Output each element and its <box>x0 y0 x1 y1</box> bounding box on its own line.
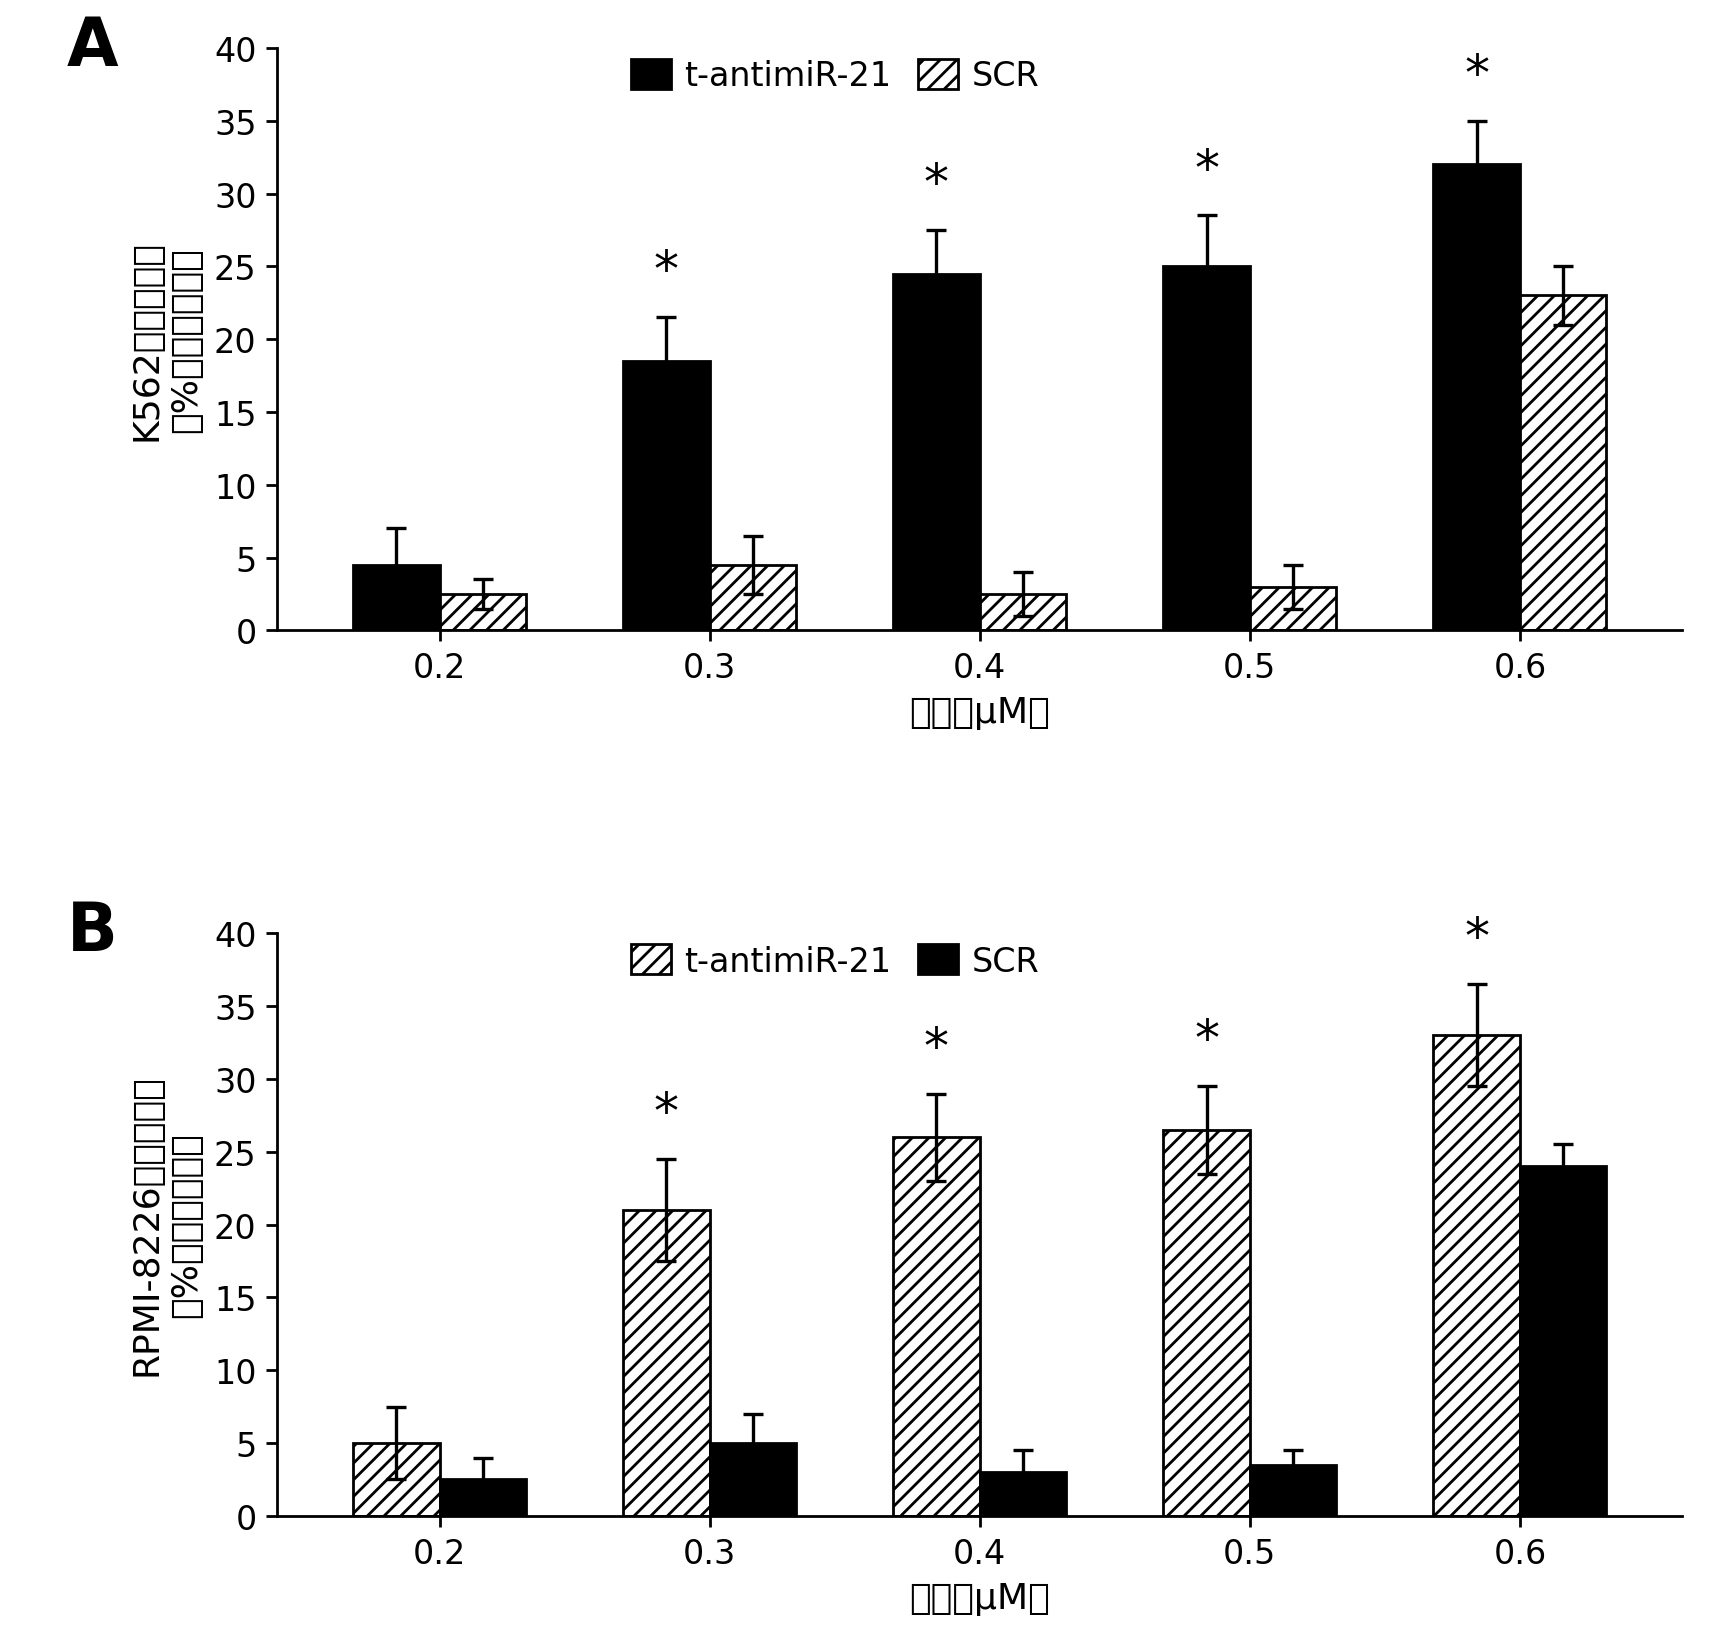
Text: *: * <box>1195 147 1219 194</box>
Bar <box>1521 297 1606 631</box>
Bar <box>709 566 796 631</box>
Text: A: A <box>68 15 118 80</box>
Legend: t-antimiR-21, SCR: t-antimiR-21, SCR <box>631 60 1039 93</box>
Text: *: * <box>654 1089 680 1138</box>
Bar <box>893 1138 980 1516</box>
Bar <box>1164 267 1250 631</box>
Bar <box>980 1472 1066 1516</box>
Text: *: * <box>1195 1017 1219 1064</box>
Y-axis label: K562细胞抑制率
（%，空白对照）: K562细胞抑制率 （%，空白对照） <box>130 240 203 440</box>
Text: *: * <box>924 1024 948 1073</box>
Text: *: * <box>654 248 680 297</box>
X-axis label: 浓度（μM）: 浓度（μM） <box>909 1581 1051 1615</box>
Bar <box>709 1443 796 1516</box>
Text: *: * <box>1463 914 1490 963</box>
Y-axis label: RPMI-8226细胞抑制率
（%，空白对照）: RPMI-8226细胞抑制率 （%，空白对照） <box>130 1074 203 1376</box>
Bar <box>623 362 709 631</box>
X-axis label: 浓度（μM）: 浓度（μM） <box>909 696 1051 730</box>
Bar <box>354 566 439 631</box>
Bar <box>623 1209 709 1516</box>
Bar <box>1250 1465 1337 1516</box>
Bar <box>1250 587 1337 631</box>
Bar <box>1164 1130 1250 1516</box>
Bar <box>893 274 980 631</box>
Text: B: B <box>68 898 118 965</box>
Bar <box>439 595 525 631</box>
Text: *: * <box>1463 52 1490 99</box>
Bar <box>1434 165 1521 631</box>
Bar <box>980 595 1066 631</box>
Bar <box>1434 1035 1521 1516</box>
Bar <box>439 1480 525 1516</box>
Text: *: * <box>924 161 948 209</box>
Bar <box>354 1443 439 1516</box>
Bar <box>1521 1167 1606 1516</box>
Legend: t-antimiR-21, SCR: t-antimiR-21, SCR <box>631 945 1039 978</box>
